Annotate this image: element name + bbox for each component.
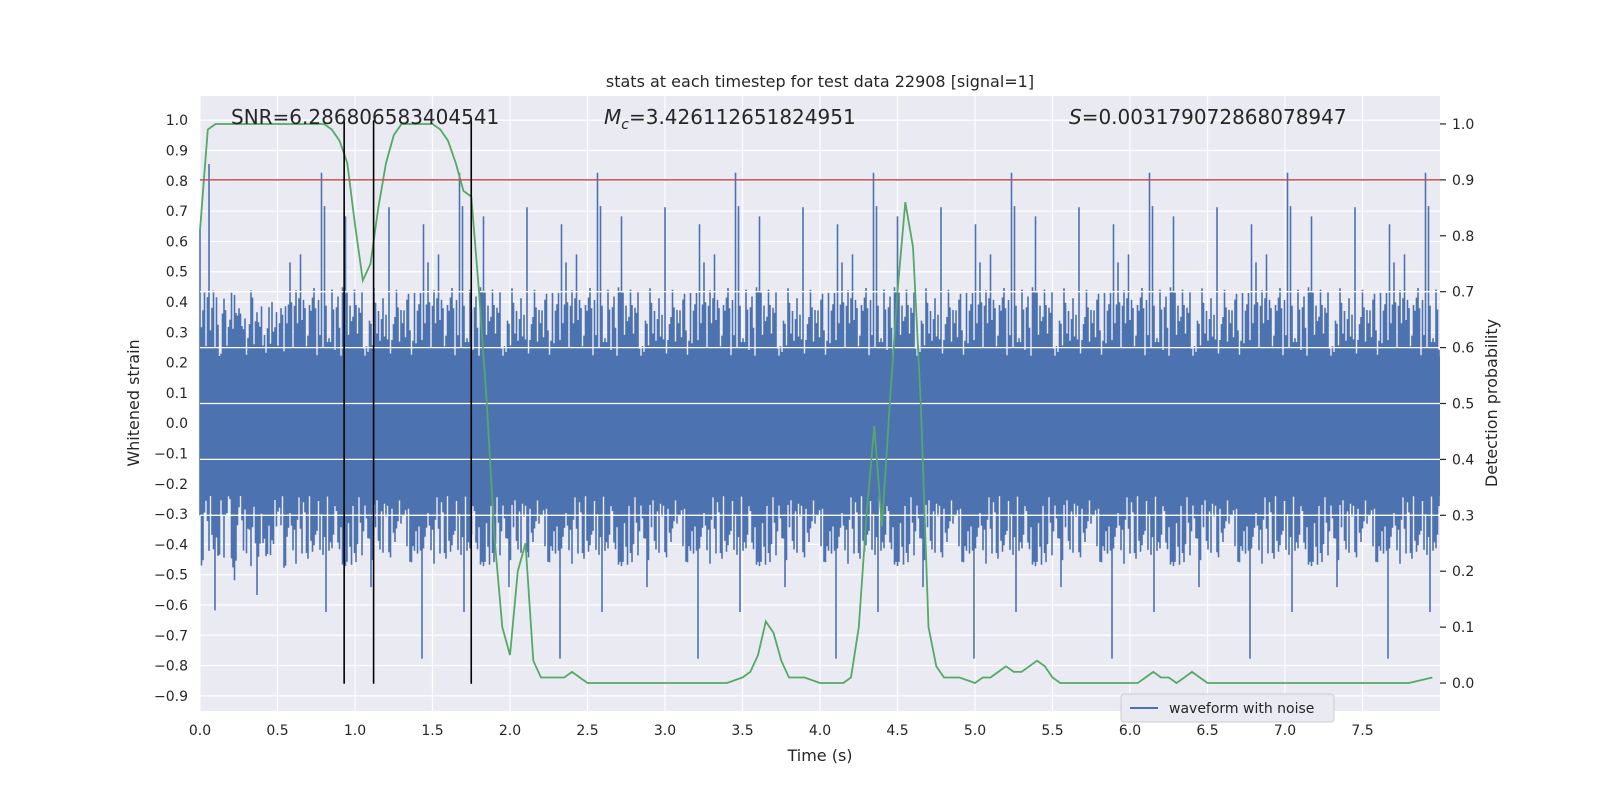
snr-annotation: SNR=6.286806583404541 <box>231 105 499 129</box>
left-y-tick-label: −0.1 <box>154 446 188 462</box>
left-y-tick-label: −0.9 <box>154 689 188 705</box>
left-y-tick-label: −0.6 <box>154 598 188 614</box>
s-annotation: S=0.003179072868078947 <box>1069 105 1347 129</box>
s-value: =0.003179072868078947 <box>1082 105 1347 129</box>
left-y-tick-label: 0.7 <box>166 204 188 220</box>
chirp-mass-symbol: M <box>604 105 621 129</box>
right-y-tick-label: 0.5 <box>1452 397 1474 413</box>
x-tick-label: 7.0 <box>1274 723 1296 739</box>
right-y-axis-label: Detection probability <box>1482 319 1501 487</box>
left-y-tick-label: −0.2 <box>154 477 188 493</box>
left-y-tick-label: 0.8 <box>166 174 188 190</box>
waveform-series <box>199 164 1440 659</box>
left-y-tick-label: 0.3 <box>166 325 188 341</box>
x-tick-label: 3.5 <box>731 723 753 739</box>
left-y-tick-label: −0.5 <box>154 568 188 584</box>
x-tick-label: 6.0 <box>1119 723 1141 739</box>
right-y-tick-label: 0.0 <box>1452 676 1474 692</box>
x-tick-label: 2.0 <box>499 723 521 739</box>
right-y-tick-label: 0.4 <box>1452 452 1474 468</box>
left-y-tick-label: 0.9 <box>166 144 188 160</box>
vertical-marker-lines <box>343 120 473 684</box>
left-y-tick-label: 0.6 <box>166 234 188 250</box>
x-tick-label: 4.0 <box>809 723 831 739</box>
left-y-tick-label: −0.3 <box>154 507 188 523</box>
x-tick-label: 6.5 <box>1196 723 1218 739</box>
left-y-tick-label: −0.7 <box>154 628 188 644</box>
chirp-mass-value: =3.426112651824951 <box>629 105 856 129</box>
left-y-tick-label: −0.4 <box>154 537 188 553</box>
left-y-tick-label: 0.4 <box>166 295 188 311</box>
x-axis-label: Time (s) <box>786 746 852 765</box>
x-tick-label: 1.0 <box>344 723 366 739</box>
right-y-tick-label: 0.3 <box>1452 508 1474 524</box>
right-y-tick-label: 0.7 <box>1452 285 1474 301</box>
x-tick-label: 5.0 <box>964 723 986 739</box>
probability-line <box>199 123 1433 685</box>
left-y-tick-label: 0.0 <box>166 416 188 432</box>
x-axis-ticks: 0.0 0.5 1.0 1.5 2.0 2.5 3.0 3.5 4.0 4.5 5.0 5.5 6.0 6… <box>189 723 1374 739</box>
x-tick-label: 0.5 <box>266 723 288 739</box>
chirp-mass-subscript: c <box>621 117 629 133</box>
left-axis-ticks: −0.9 −0.8 −0.7 −0.6 −0.5 −0.4 −0.3 −0.2 −0.1 0.0 0… <box>154 113 188 705</box>
detection-probability-series <box>199 123 1433 685</box>
left-y-tick-label: 0.2 <box>166 356 188 372</box>
x-tick-label: 2.5 <box>576 723 598 739</box>
waveform-core <box>200 356 1440 496</box>
right-y-tick-label: 0.6 <box>1452 341 1474 357</box>
left-y-tick-label: 0.5 <box>166 265 188 281</box>
legend-label: waveform with noise <box>1169 701 1314 717</box>
right-y-tick-label: 1.0 <box>1452 117 1474 133</box>
left-y-tick-label: −0.8 <box>154 659 188 675</box>
right-axis-ticks: 0.0 0.1 0.2 0.3 0.4 0.5 0.6 0.7 0.8 0.9 1.0 <box>1440 117 1474 692</box>
x-tick-label: 3.0 <box>654 723 676 739</box>
legend: waveform with noise <box>1120 693 1335 723</box>
right-y-tick-label: 0.2 <box>1452 564 1474 580</box>
right-y-tick-label: 0.9 <box>1452 173 1474 189</box>
s-symbol: S <box>1069 105 1082 129</box>
right-y-tick-label: 0.8 <box>1452 229 1474 245</box>
x-tick-label: 1.5 <box>421 723 443 739</box>
left-y-tick-label: 1.0 <box>166 113 188 129</box>
legend-box <box>1120 693 1335 723</box>
chart-title: stats at each timestep for test data 229… <box>606 72 1034 91</box>
x-tick-label: 5.5 <box>1041 723 1063 739</box>
x-tick-label: 0.0 <box>189 723 211 739</box>
x-tick-label: 4.5 <box>886 723 908 739</box>
x-tick-label: 7.5 <box>1351 723 1373 739</box>
chirp-mass-annotation: Mc=3.426112651824951 <box>604 105 856 133</box>
left-y-tick-label: 0.1 <box>166 386 188 402</box>
right-y-tick-label: 0.1 <box>1452 620 1474 636</box>
right-axis-grid-lines <box>200 291 1440 516</box>
left-y-axis-label: Whitened strain <box>124 339 143 466</box>
